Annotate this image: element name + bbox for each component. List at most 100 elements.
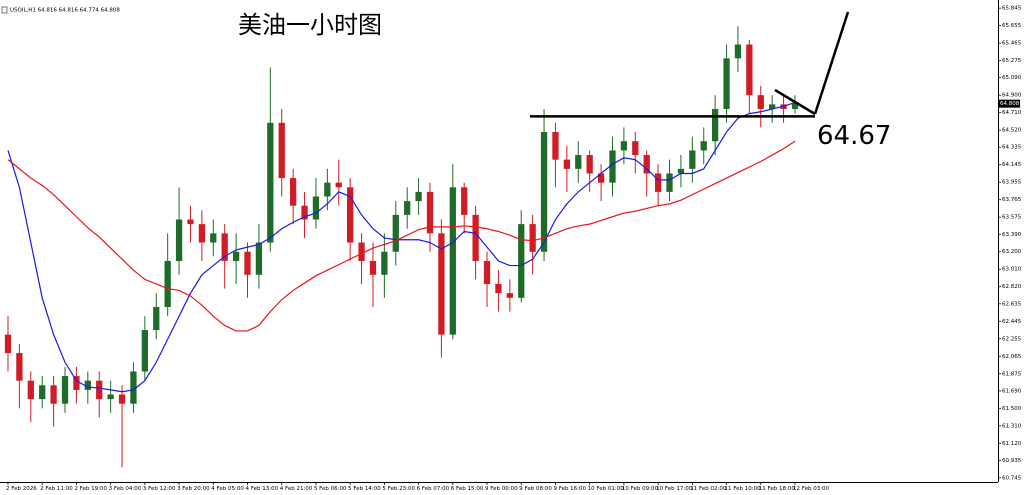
candle-body [575,155,582,169]
candle-body [130,371,137,404]
symbol-icon [1,6,8,14]
x-tick-label: 3 Feb 12:00 [143,486,176,492]
candle-body [734,44,742,59]
x-tick-label: 11 Feb 18:00 [759,486,796,492]
candle-body [632,141,639,156]
candle-body [689,150,696,169]
candle-body [643,155,650,174]
candle-body [666,173,673,192]
last-price-marker [998,99,1020,108]
candle-body [324,182,331,197]
candle-body [73,376,80,390]
moving-average-line [7,140,796,332]
candle-body [552,132,559,160]
x-tick-label: 11 Feb 02:00 [690,486,727,492]
candle-body [609,150,616,183]
candle-body [597,173,605,183]
y-tick-label: 64.520 [1002,128,1022,134]
arrow-line [774,88,816,116]
candle-body [278,122,285,179]
candle-body [164,260,171,308]
candle-body [50,385,57,404]
y-tick-label: 63.765 [1002,197,1022,203]
candle-body [244,251,251,275]
chart-title: 美油一小时图 [238,11,382,39]
candle-body [153,307,160,331]
candle-body [712,108,719,142]
candle-body [289,178,297,206]
x-tick-label: 9 Feb 00:00 [485,486,518,492]
candle-body [267,122,274,243]
y-tick-label: 60.935 [1002,458,1022,464]
y-tick-label: 64.335 [1002,145,1022,151]
candle-body [381,251,388,275]
y-tick-label: 65.090 [1002,75,1022,81]
candle-body [472,214,479,261]
candle-body [369,260,377,275]
candle-body [563,159,571,169]
candle-body [426,191,434,234]
candle-body [187,219,194,225]
x-tick-label: 10 Feb 01:00 [588,486,625,492]
candle-body [107,394,114,400]
x-tick-label: 3 Feb 20:00 [177,486,210,492]
moving-average-line [7,101,796,393]
x-tick-label: 6 Feb 07:00 [417,486,450,492]
candle-body [27,380,34,400]
x-tick-label: 2 Feb 11:00 [40,486,73,492]
x-tick-label: 2 Feb 19:00 [74,486,107,492]
x-tick-label: 6 Feb 15:00 [451,486,484,492]
y-tick-label: 65.845 [1002,6,1022,12]
y-tick-label: 64.145 [1002,162,1022,168]
candle-body [198,224,206,243]
y-tick-label: 62.445 [1002,319,1022,325]
x-tick-label: 9 Feb 08:00 [519,486,552,492]
candle-body [39,385,46,400]
candle-body [141,330,148,372]
x-tick-label: 4 Feb 13:00 [246,486,279,492]
y-tick-label: 63.010 [1002,267,1022,273]
candle-body [232,251,240,261]
candle-body [723,58,730,109]
y-tick-label: 61.310 [1002,423,1022,429]
candle-body [4,334,12,354]
x-tick-label: 10 Feb 09:00 [622,486,659,492]
y-tick-label: 64.710 [1002,110,1022,116]
candle-body [449,187,456,335]
level-label: 64.67 [817,121,891,151]
candle-body [16,353,23,381]
y-tick-label: 61.120 [1002,441,1022,447]
y-tick-label: 62.255 [1002,336,1022,342]
candle-body [221,233,228,261]
x-tick-label: 12 Feb 03:00 [793,486,830,492]
arrow-line [813,11,850,115]
candle-body [746,44,753,96]
candle-body [791,103,799,109]
x-tick-label: 5 Feb 23:00 [382,486,415,492]
candle-body [518,224,525,298]
last-price-label: 64.808 [1000,101,1020,107]
y-tick-label: 65.655 [1002,23,1022,29]
x-tick-label: 3 Feb 04:00 [109,486,142,492]
x-tick-label: 10 Feb 17:00 [656,486,693,492]
candle-body [506,293,513,298]
candle-body [210,233,217,243]
candle-body [495,283,502,294]
y-tick-label: 65.275 [1002,58,1022,64]
x-tick-label: 4 Feb 21:00 [280,486,313,492]
candle-body [347,187,354,243]
candle-body [438,233,445,335]
candle-body [392,214,399,252]
candle-body [620,141,628,151]
candle-body [700,141,707,151]
y-tick-label: 64.900 [1002,93,1022,99]
x-tick-label: 2 Feb 2026 [6,486,37,492]
candle-body [757,95,764,109]
candle-body [255,242,263,275]
x-tick-label: 5 Feb 06:00 [314,486,347,492]
y-tick-label: 63.390 [1002,232,1022,238]
y-tick-label: 62.635 [1002,301,1022,307]
candle-body [483,260,491,284]
